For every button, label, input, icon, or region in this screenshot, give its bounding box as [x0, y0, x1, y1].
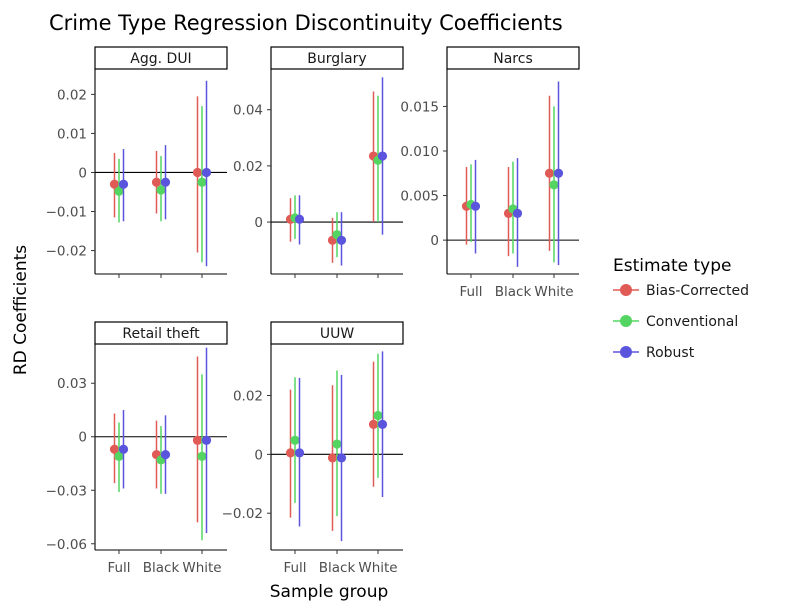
y-tick-label: 0.01: [57, 126, 87, 142]
legend: Bias-Corrected Conventional Robust: [613, 283, 749, 361]
x-tick-label: White: [358, 560, 397, 576]
x-tick-label: Black: [495, 284, 532, 300]
y-axis-title: RD Coefficients: [11, 245, 31, 375]
point-robust-white: [201, 435, 212, 445]
point-robust-full: [118, 179, 129, 189]
point-conventional-white: [373, 410, 383, 421]
point-robust-black: [160, 177, 171, 187]
y-tick-label: 0.005: [400, 189, 439, 205]
strip-label-uuw: UUW: [320, 326, 354, 342]
legend-key-dot-conventional: [620, 315, 632, 327]
y-tick-label: 0: [78, 430, 87, 446]
x-tick-label: Black: [319, 560, 356, 576]
x-axis-title: Sample group: [270, 582, 389, 602]
point-conventional-full: [114, 186, 124, 196]
y-tick-label: 0.02: [57, 87, 87, 103]
x-tick-label: Full: [107, 560, 130, 576]
point-robust-white: [553, 168, 564, 178]
x-tick-label: Full: [283, 560, 306, 576]
y-tick-label: −0.03: [46, 483, 87, 499]
point-bias-corrected-full: [109, 179, 120, 189]
point-conventional-full: [114, 451, 124, 461]
point-robust-white: [377, 419, 388, 429]
strip-label-retail-theft: Retail theft: [122, 326, 200, 342]
strip-box-retail-theft: [94, 321, 228, 345]
point-bias-corrected-white: [192, 167, 203, 178]
y-tick-label: 0.04: [233, 103, 263, 119]
point-conventional-black: [156, 185, 166, 195]
legend-key-dot-robust: [620, 346, 632, 358]
point-robust-full: [118, 444, 129, 454]
strip-box-uuw: [270, 321, 404, 345]
y-tick-label: 0.02: [233, 389, 263, 405]
point-robust-full: [294, 448, 305, 458]
point-robust-black: [160, 449, 171, 460]
point-bias-corrected-black: [151, 177, 162, 187]
strip-box-narcs: [446, 46, 580, 70]
point-bias-corrected-white: [368, 419, 379, 429]
point-conventional-white: [549, 180, 559, 190]
point-robust-black: [336, 453, 347, 463]
y-tick-label: 0.015: [400, 99, 439, 115]
panel-retail-theft: Retail theft −0.06 −0.03 0 0.03 Full Black Whit…: [46, 321, 228, 576]
legend-label-bias-corrected: Bias-Corrected: [646, 283, 749, 299]
x-tick-label: Full: [459, 284, 482, 300]
strip-box-agg-dui: [94, 46, 228, 70]
point-robust-white: [201, 167, 212, 178]
x-tick-label: Black: [143, 560, 180, 576]
point-robust-white: [377, 151, 388, 161]
y-tick-label: 0.010: [400, 144, 439, 160]
strip-box-burglary: [270, 46, 404, 70]
y-tick-label: −0.02: [222, 506, 263, 522]
y-tick-label: 0: [430, 233, 439, 249]
point-bias-corrected-black: [327, 453, 338, 463]
point-conventional-black: [332, 439, 342, 449]
point-bias-corrected-white: [192, 435, 203, 445]
legend-title: Estimate type: [613, 256, 731, 276]
legend-key-dot-bias-corrected: [620, 284, 632, 296]
y-tick-label: 0.03: [57, 376, 87, 392]
point-conventional-white: [197, 451, 207, 461]
strip-label-agg-dui: Agg. DUI: [130, 51, 191, 67]
strip-label-burglary: Burglary: [307, 51, 366, 67]
legend-label-robust: Robust: [646, 345, 695, 361]
point-bias-corrected-white: [544, 168, 555, 178]
point-bias-corrected-full: [109, 444, 120, 454]
y-tick-label: 0: [78, 165, 87, 181]
point-robust-full: [470, 201, 481, 211]
point-conventional-full: [290, 435, 300, 445]
panel-burglary: Burglary 0 0.02 0.04: [233, 46, 404, 278]
y-tick-label: −0.01: [46, 205, 87, 221]
y-tick-label: −0.06: [46, 537, 87, 553]
y-tick-label: −0.02: [46, 244, 87, 260]
y-tick-label: 0: [254, 215, 263, 231]
x-tick-label: White: [182, 560, 221, 576]
panel-narcs: Narcs 0 0.005 0.010 0.015 Full Black White: [400, 46, 580, 300]
point-robust-black: [512, 208, 523, 218]
strip-label-narcs: Narcs: [493, 51, 533, 67]
point-bias-corrected-full: [285, 448, 296, 458]
legend-label-conventional: Conventional: [646, 314, 738, 330]
chart-title: Crime Type Regression Discontinuity Coef…: [49, 11, 563, 35]
y-tick-label: 0: [254, 447, 263, 463]
x-tick-label: White: [534, 284, 573, 300]
point-robust-full: [294, 214, 305, 224]
panel-agg-dui: Agg. DUI −0.02 −0.01 0 0.01 0.02: [46, 46, 228, 278]
point-robust-black: [336, 235, 347, 245]
point-conventional-white: [197, 177, 207, 187]
panel-uuw: UUW −0.02 0 0.02 Full Black White: [222, 321, 404, 576]
y-tick-label: 0.02: [233, 159, 263, 175]
